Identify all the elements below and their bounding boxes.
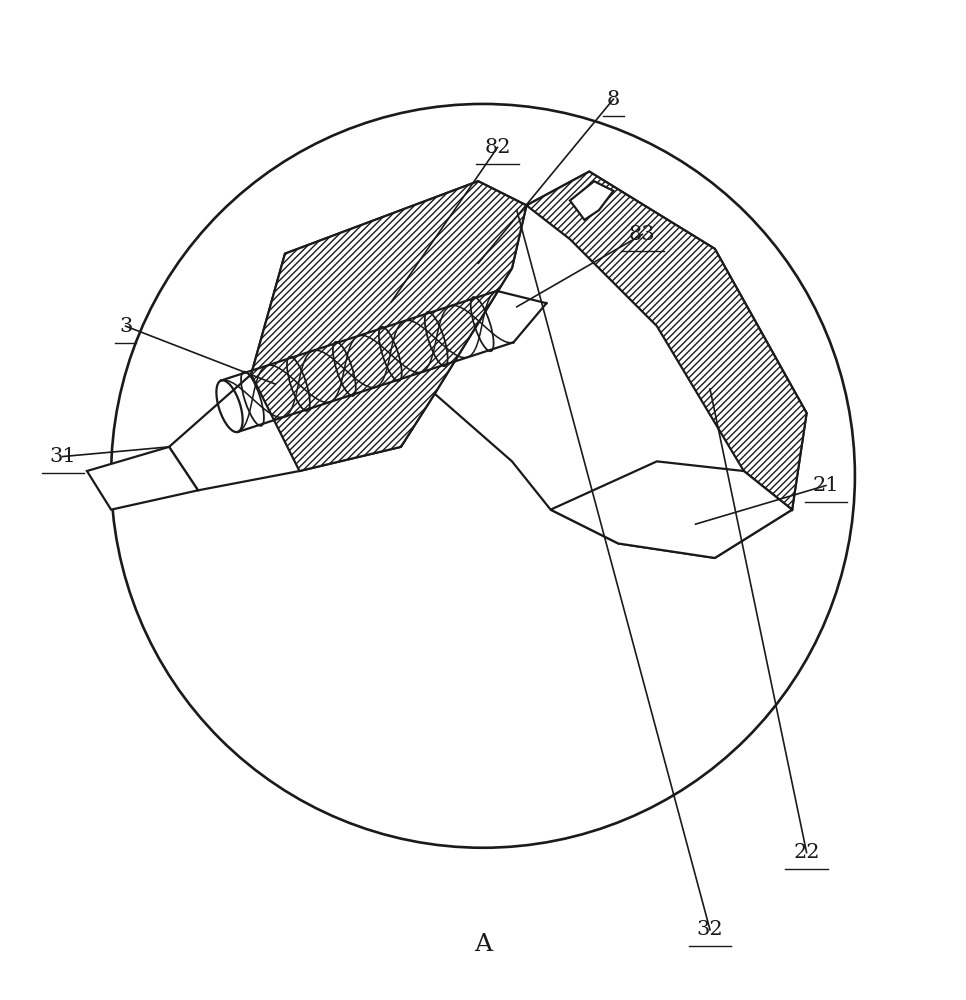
Polygon shape [551,461,792,558]
Polygon shape [435,172,807,558]
Text: 21: 21 [812,476,839,495]
Polygon shape [570,181,613,220]
Polygon shape [169,181,526,490]
Polygon shape [251,181,526,471]
Text: 22: 22 [793,843,820,862]
Text: 3: 3 [119,317,132,336]
Polygon shape [87,447,198,510]
Text: 82: 82 [484,138,511,157]
Text: 32: 32 [696,920,724,939]
Text: 31: 31 [49,447,76,466]
Polygon shape [526,172,807,510]
Text: A: A [474,933,492,956]
Text: 8: 8 [607,90,620,109]
Text: 83: 83 [629,225,656,244]
